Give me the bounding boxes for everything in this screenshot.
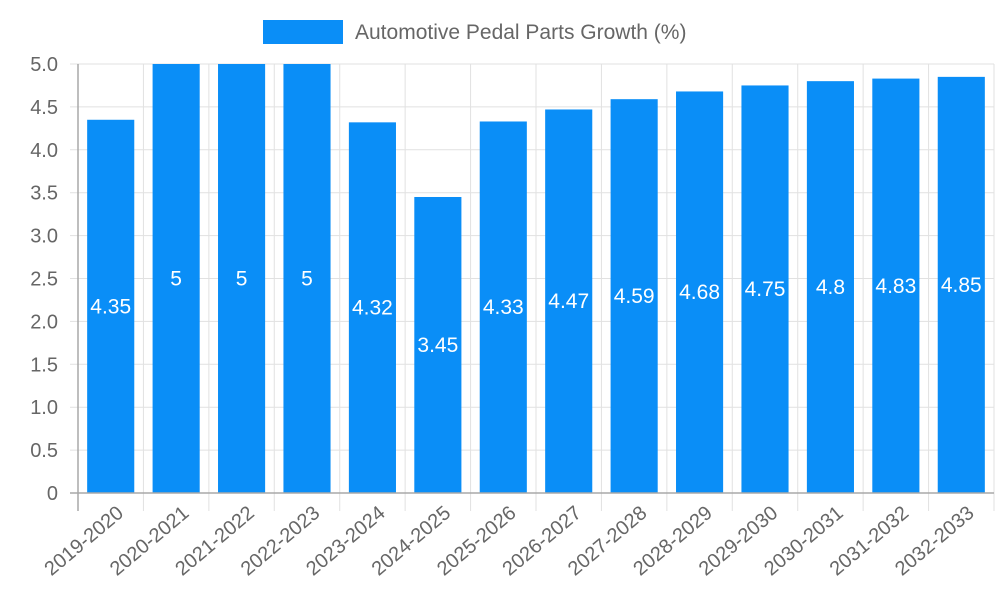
y-tick-label: 4.0	[30, 140, 58, 162]
y-tick-label: 2.0	[30, 311, 58, 333]
y-tick-label: 1.0	[30, 397, 58, 419]
bar-value-label: 5	[236, 268, 248, 291]
legend[interactable]: Automotive Pedal Parts Growth (%)	[263, 20, 686, 44]
bar[interactable]	[872, 78, 920, 493]
bar-value-label: 4.75	[745, 278, 786, 301]
bar-value-label: 3.45	[417, 334, 458, 357]
bar-value-label: 4.85	[941, 274, 982, 297]
bar-value-label: 4.32	[352, 297, 393, 320]
axes	[70, 64, 994, 511]
y-tick-label: 4.5	[30, 97, 58, 119]
bar[interactable]	[610, 99, 658, 493]
bar[interactable]	[937, 76, 985, 494]
x-axis-ticks: 2019-20202020-20212021-20222022-20232023…	[41, 502, 979, 580]
y-tick-label: 3.0	[30, 226, 58, 248]
y-tick-label: 2.5	[30, 269, 58, 291]
bar[interactable]	[283, 64, 331, 493]
bar-value-label: 4.33	[483, 296, 524, 319]
y-tick-label: 0.5	[30, 440, 58, 462]
bar-value-label: 4.59	[614, 285, 655, 308]
bar[interactable]	[218, 64, 266, 493]
bar-value-label: 5	[170, 268, 182, 291]
y-tick-label: 3.5	[30, 183, 58, 205]
gridlines	[70, 63, 995, 511]
bar-value-label: 4.47	[548, 290, 589, 313]
bar[interactable]	[741, 85, 789, 493]
bar-value-label: 4.8	[816, 276, 845, 299]
y-tick-label: 0	[47, 483, 58, 505]
bar-value-label: 4.83	[875, 275, 916, 298]
bar[interactable]	[676, 91, 724, 494]
y-tick-label: 5.0	[30, 54, 58, 76]
bar[interactable]	[152, 64, 200, 493]
bar[interactable]	[479, 121, 527, 494]
bar[interactable]	[348, 122, 396, 494]
bar-value-label: 4.68	[679, 281, 720, 304]
legend-swatch	[263, 20, 343, 44]
legend-label: Automotive Pedal Parts Growth (%)	[355, 21, 686, 44]
bar-value-label: 5	[301, 268, 313, 291]
bar[interactable]	[806, 81, 854, 493]
y-tick-label: 1.5	[30, 354, 58, 376]
bar[interactable]	[545, 109, 593, 493]
y-axis-ticks: 0 0.5 1.0 1.5 2.0 2.5 3.0 3.5 4.0 4.5 5.0	[30, 54, 58, 505]
bar[interactable]	[414, 196, 462, 494]
bars: 4.35 5 5 5 4.32 3.45 4.33 4.47 4.59 4.68 4.75 4.8 4.…	[87, 64, 985, 494]
bar[interactable]	[87, 119, 135, 494]
bar-value-label: 4.35	[90, 295, 131, 318]
